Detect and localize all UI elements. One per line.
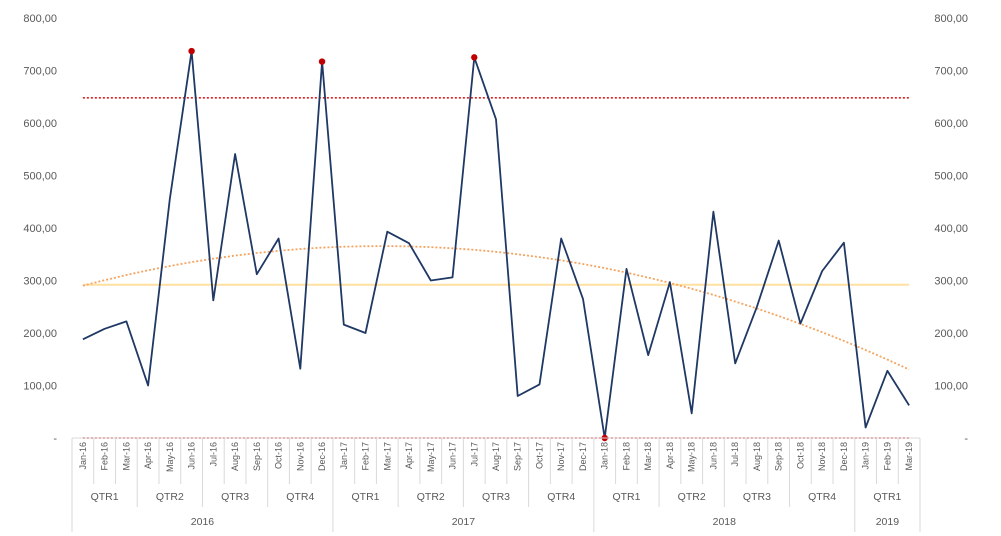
month-label: Apr-17 [404, 442, 414, 469]
month-label: Jun-18 [708, 442, 718, 470]
y-tick-label-right: 800,00 [934, 13, 968, 25]
quarter-label: QTR1 [91, 491, 119, 503]
month-label: Mar-19 [904, 442, 914, 471]
month-label: Apr-18 [665, 442, 675, 469]
month-label: Dec-17 [578, 442, 588, 471]
month-label: Feb-18 [621, 442, 631, 471]
quarter-label: QTR3 [743, 491, 771, 503]
outlier-point [471, 54, 478, 61]
month-label: Jan-17 [339, 442, 349, 470]
month-label: Sep-17 [513, 442, 523, 471]
month-label: Mar-16 [121, 442, 131, 471]
month-label: Feb-19 [882, 442, 892, 471]
y-tick-label-left: 600,00 [23, 118, 57, 130]
month-label: Oct-17 [534, 442, 544, 469]
quarter-label: QTR2 [678, 491, 706, 503]
y-tick-label-right: 700,00 [934, 66, 968, 78]
month-label: Feb-16 [100, 442, 110, 471]
month-label: Aug-18 [752, 442, 762, 471]
quarter-label: QTR2 [156, 491, 184, 503]
month-label: May-18 [687, 442, 697, 472]
y-tick-label-left: 300,00 [23, 276, 57, 288]
month-label: Jan-16 [78, 442, 88, 470]
month-label: Oct-16 [274, 442, 284, 469]
quarter-label: QTR1 [873, 491, 901, 503]
quarter-label: QTR4 [286, 491, 314, 503]
y-tick-label-left: 100,00 [23, 381, 57, 393]
month-label: Oct-18 [795, 442, 805, 469]
quarter-label: QTR2 [417, 491, 445, 503]
month-label: Dec-18 [839, 442, 849, 471]
month-label: Jul-18 [730, 442, 740, 467]
y-tick-label-right: 600,00 [934, 118, 968, 130]
y-tick-label-left: 800,00 [23, 13, 57, 25]
y-tick-label-right: 300,00 [934, 276, 968, 288]
quarter-label: QTR1 [612, 491, 640, 503]
y-tick-label-left: 200,00 [23, 328, 57, 340]
quarter-label: QTR4 [808, 491, 836, 503]
y-tick-label-left: 400,00 [23, 223, 57, 235]
month-label: Jun-17 [448, 442, 458, 470]
y-tick-label-right: 200,00 [934, 328, 968, 340]
month-label: Nov-16 [295, 442, 305, 471]
month-label: Dec-16 [317, 442, 327, 471]
month-label: Jul-16 [208, 442, 218, 467]
quarter-label: QTR3 [482, 491, 510, 503]
outlier-point [188, 47, 195, 55]
data-series-line [82, 50, 910, 439]
month-label: Nov-18 [817, 442, 827, 471]
year-label: 2016 [191, 516, 215, 528]
month-label: Jul-17 [469, 442, 479, 467]
month-label: May-17 [426, 442, 436, 472]
month-label: Nov-17 [556, 442, 566, 471]
y-tick-label-left: 700,00 [23, 66, 57, 78]
month-label: Jan-18 [600, 442, 610, 470]
y-tick-label-right: 100,00 [934, 381, 968, 393]
month-label: Aug-16 [230, 442, 240, 471]
year-label: 2018 [713, 516, 737, 528]
month-label: Feb-17 [361, 442, 371, 471]
outlier-point [318, 58, 326, 65]
plot-area [82, 50, 910, 439]
y-tick-label-left: - [53, 433, 57, 445]
month-label: Sep-16 [252, 442, 262, 471]
quarter-label: QTR1 [352, 491, 380, 503]
quarter-label: QTR3 [221, 491, 249, 503]
month-label: Apr-16 [143, 442, 153, 469]
y-tick-label-right: 500,00 [934, 171, 968, 183]
y-tick-label-right: - [964, 433, 968, 445]
y-axis-right: - 100,00 200,00 300,00 400,00 500,00 600,00 700… [934, 13, 968, 445]
month-label: Aug-17 [491, 442, 501, 471]
quarter-label: QTR4 [547, 491, 575, 503]
month-label: Jun-16 [187, 442, 197, 470]
y-tick-label-left: 500,00 [23, 171, 57, 183]
y-axis-left: - 100,00 200,00 300,00 400,00 500,00 600,00 700… [23, 13, 57, 445]
month-label: Mar-17 [382, 442, 392, 471]
month-label: Sep-18 [774, 442, 784, 471]
y-tick-label-right: 400,00 [934, 223, 968, 235]
month-label: May-16 [165, 442, 175, 472]
month-label: Jan-19 [861, 442, 871, 470]
x-axis-categories: Jan-16 Feb-16 Mar-16 Apr-16 May-16 Jun-16 Jul-… [71, 437, 921, 532]
month-label: Mar-18 [643, 442, 653, 471]
year-label: 2019 [876, 516, 900, 528]
year-label: 2017 [452, 516, 476, 528]
